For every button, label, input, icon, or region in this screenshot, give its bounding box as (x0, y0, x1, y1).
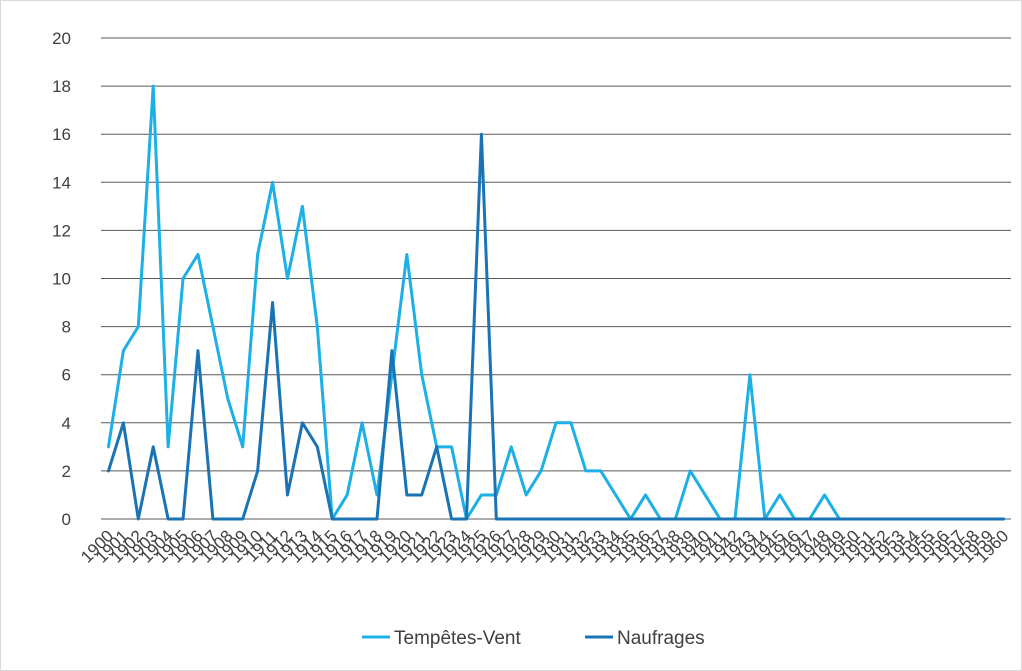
y-tick-label: 2 (62, 462, 71, 481)
legend: Tempêtes-Vent Naufrages (362, 628, 705, 649)
y-tick-label: 16 (52, 125, 71, 144)
y-tick-label: 14 (52, 173, 71, 192)
y-axis-tick-labels: 0 2 4 6 8 10 12 14 16 18 20 (52, 29, 71, 529)
y-tick-label: 18 (52, 77, 71, 96)
y-tick-label: 12 (52, 221, 71, 240)
x-axis-tick-labels: 1900190119021903190419051906190719081909… (77, 526, 1012, 566)
y-tick-label: 20 (52, 29, 71, 48)
y-tick-label: 4 (62, 414, 71, 433)
y-tick-label: 8 (62, 318, 71, 337)
legend-label-2: Naufrages (617, 628, 705, 649)
series-line-1 (106, 84, 1006, 521)
y-tick-label: 10 (52, 270, 71, 289)
legend-label-1: Tempêtes-Vent (394, 628, 521, 649)
series-line-2 (106, 132, 1006, 521)
gridlines (101, 37, 1011, 520)
y-tick-label: 0 (62, 510, 71, 529)
y-tick-label: 6 (62, 366, 71, 385)
series-lines (106, 84, 1006, 521)
